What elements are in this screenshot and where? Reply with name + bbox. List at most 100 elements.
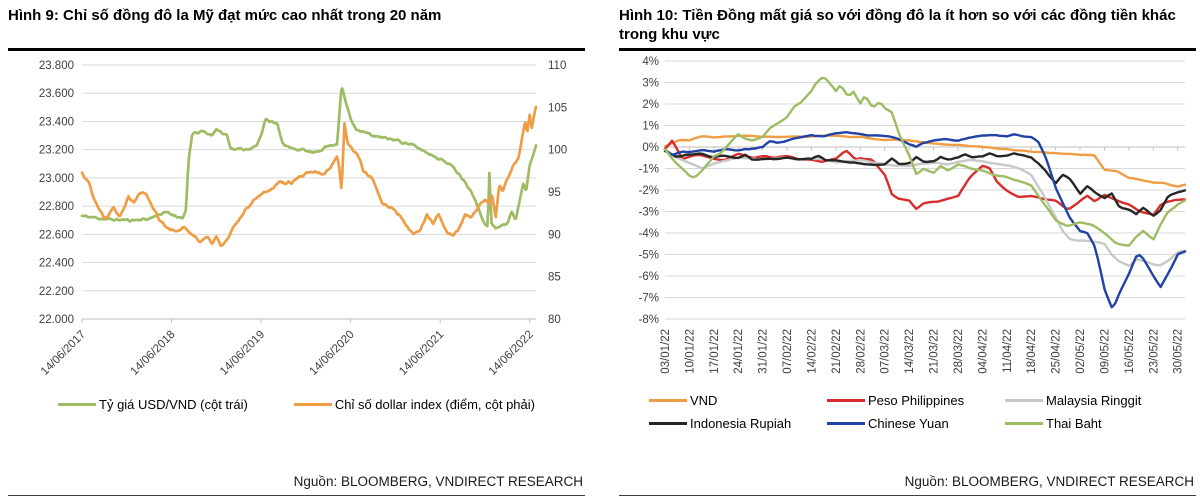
legend-item-dollar-index: Chỉ số dollar index (điểm, cột phải) — [293, 397, 535, 412]
legend-label-vnd: VND — [690, 393, 718, 408]
figure-10-title: Hình 10: Tiền Đồng mất giá so với đồng đ… — [619, 6, 1196, 51]
legend-item-peso: Peso Philippines — [827, 393, 1005, 408]
legend-item-usd-vnd: Tỷ giá USD/VND (cột trái) — [58, 397, 248, 412]
dollar-index-line — [80, 105, 538, 248]
svg-text:10/01/22: 10/01/22 — [684, 329, 696, 374]
legend-item-baht: Thai Baht — [1005, 416, 1183, 431]
svg-text:-1%: -1% — [639, 164, 659, 176]
legend-item-rupiah: Indonesia Rupiah — [649, 416, 827, 431]
peso-line-swatch — [827, 399, 865, 402]
svg-text:02/05/22: 02/05/22 — [1075, 329, 1087, 374]
indonesia-rupiah-line — [663, 149, 1187, 217]
figure-10-legend: VND Peso Philippines Malaysia Ringgit In… — [649, 393, 1196, 431]
figure-9-title: Hình 9: Chỉ số đồng đô la Mỹ đạt mức cao… — [8, 6, 585, 51]
svg-text:30/05/22: 30/05/22 — [1173, 329, 1185, 374]
figure-10-source-note: Nguồn: BLOOMBERG, VNDIRECT RESEARCH — [619, 470, 1196, 496]
svg-text:14/06/2017: 14/06/2017 — [39, 329, 88, 378]
svg-text:23.800: 23.800 — [39, 60, 74, 72]
svg-text:95: 95 — [548, 187, 561, 199]
svg-text:14/03/22: 14/03/22 — [904, 329, 916, 374]
svg-text:100: 100 — [548, 145, 567, 157]
svg-text:07/02/22: 07/02/22 — [782, 329, 794, 374]
ringgit-line-swatch — [1005, 399, 1043, 402]
svg-text:22.200: 22.200 — [39, 286, 74, 298]
svg-text:09/05/22: 09/05/22 — [1099, 329, 1111, 374]
svg-text:3%: 3% — [642, 78, 659, 90]
svg-text:04/04/22: 04/04/22 — [977, 329, 989, 374]
svg-text:110: 110 — [548, 60, 566, 72]
vnd-line-swatch — [649, 399, 687, 402]
chinese-yuan-line — [663, 130, 1187, 309]
svg-text:17/01/22: 17/01/22 — [709, 329, 721, 374]
regional-currencies-chart: 4% 3% 2% 1% 0% -1% -2% -3% -4% -5% -6% -7% -8%03/01/… — [639, 56, 1187, 374]
svg-text:22.800: 22.800 — [39, 201, 74, 213]
svg-text:07/03/22: 07/03/22 — [880, 329, 892, 374]
svg-text:4%: 4% — [642, 56, 659, 68]
svg-text:18/04/22: 18/04/22 — [1026, 329, 1038, 374]
svg-text:-6%: -6% — [639, 271, 659, 283]
svg-text:22.600: 22.600 — [39, 229, 74, 241]
malaysia-ringgit-line — [663, 148, 1187, 268]
svg-text:23.200: 23.200 — [39, 145, 74, 157]
svg-text:28/02/22: 28/02/22 — [855, 329, 867, 374]
svg-text:0%: 0% — [642, 142, 659, 154]
svg-text:-8%: -8% — [639, 314, 659, 326]
legend-item-yuan: Chinese Yuan — [827, 416, 1005, 431]
svg-text:80: 80 — [548, 314, 561, 326]
svg-text:22.000: 22.000 — [39, 314, 74, 326]
peso-philippines-line — [663, 139, 1187, 217]
legend-label-baht: Thai Baht — [1046, 416, 1102, 431]
svg-text:23.400: 23.400 — [39, 116, 74, 128]
svg-text:11/04/22: 11/04/22 — [1002, 329, 1014, 373]
svg-text:14/06/2018: 14/06/2018 — [128, 329, 177, 378]
figure-9-source-note: Nguồn: BLOOMBERG, VNDIRECT RESEARCH — [8, 470, 585, 496]
thai-baht-line — [663, 76, 1187, 247]
svg-text:14/02/22: 14/02/22 — [806, 329, 818, 374]
svg-text:2%: 2% — [642, 99, 659, 111]
svg-text:31/01/22: 31/01/22 — [758, 329, 770, 374]
svg-text:03/01/22: 03/01/22 — [660, 329, 672, 374]
legend-label-dollar-index: Chỉ số dollar index (điểm, cột phải) — [334, 397, 535, 412]
legend-label-peso: Peso Philippines — [868, 393, 965, 408]
svg-text:14/06/2022: 14/06/2022 — [487, 329, 536, 378]
legend-label-rupiah: Indonesia Rupiah — [690, 416, 792, 431]
svg-text:90: 90 — [548, 229, 561, 241]
svg-text:21/03/22: 21/03/22 — [929, 329, 941, 374]
svg-text:85: 85 — [548, 272, 561, 284]
svg-text:23/05/22: 23/05/22 — [1148, 329, 1160, 374]
left-chart-grid-and-axes: 23.800 23.600 23.400 23.200 23.000 22.800 22.6… — [39, 60, 567, 378]
legend-label-usd-vnd: Tỷ giá USD/VND (cột trái) — [99, 397, 248, 412]
yuan-line-swatch — [827, 422, 865, 425]
svg-text:14/06/2021: 14/06/2021 — [397, 329, 446, 378]
legend-label-ringgit: Malaysia Ringgit — [1046, 393, 1142, 408]
svg-text:14/06/2019: 14/06/2019 — [218, 329, 267, 378]
usd-index-panel: Hình 9: Chỉ số đồng đô la Mỹ đạt mức cao… — [8, 6, 585, 496]
usd-vnd-dollar-index-chart: 23.800 23.600 23.400 23.200 23.000 22.800 22.6… — [39, 60, 567, 378]
svg-text:21/02/22: 21/02/22 — [831, 329, 843, 374]
legend-item-ringgit: Malaysia Ringgit — [1005, 393, 1183, 408]
figure-9-legend: Tỷ giá USD/VND (cột trái) Chỉ số dollar … — [8, 397, 585, 412]
svg-text:1%: 1% — [642, 121, 659, 133]
dollar-index-line-swatch — [293, 403, 332, 406]
right-chart-grid-and-axes: 4% 3% 2% 1% 0% -1% -2% -3% -4% -5% -6% -7% -8%03/01/… — [639, 56, 1185, 374]
svg-text:14/06/2020: 14/06/2020 — [308, 329, 357, 378]
svg-text:-5%: -5% — [639, 250, 659, 262]
svg-text:25/04/22: 25/04/22 — [1051, 329, 1063, 374]
svg-text:-3%: -3% — [639, 207, 659, 219]
svg-text:28/03/22: 28/03/22 — [953, 329, 965, 374]
usd-vnd-line-swatch — [58, 403, 97, 406]
legend-item-vnd: VND — [649, 393, 827, 408]
svg-text:-4%: -4% — [639, 228, 659, 240]
regional-currencies-panel: Hình 10: Tiền Đồng mất giá so với đồng đ… — [619, 6, 1196, 496]
svg-text:22.400: 22.400 — [39, 258, 74, 270]
svg-text:23.000: 23.000 — [39, 173, 74, 185]
rupiah-line-swatch — [649, 422, 687, 425]
baht-line-swatch — [1005, 422, 1043, 425]
svg-text:24/01/22: 24/01/22 — [733, 329, 745, 374]
svg-text:-7%: -7% — [639, 293, 659, 305]
usd-vnd-line — [80, 87, 538, 230]
svg-text:105: 105 — [548, 102, 567, 114]
svg-text:16/05/22: 16/05/22 — [1124, 329, 1136, 374]
svg-text:-2%: -2% — [639, 185, 659, 197]
legend-label-yuan: Chinese Yuan — [868, 416, 949, 431]
